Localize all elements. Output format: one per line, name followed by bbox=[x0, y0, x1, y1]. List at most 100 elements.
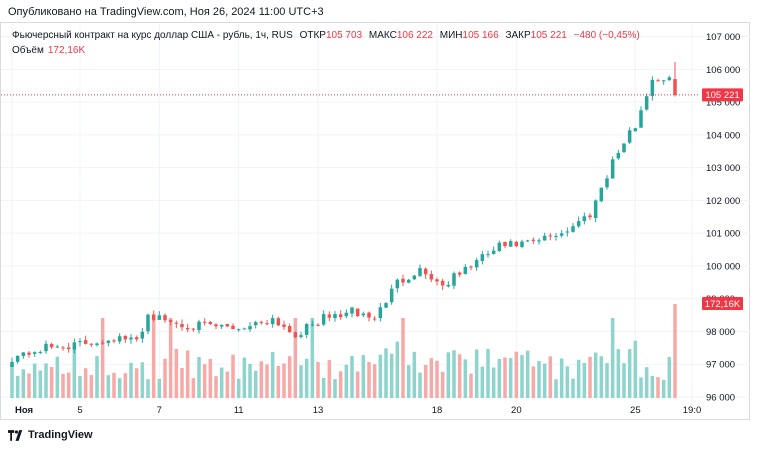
candle-body bbox=[265, 323, 269, 325]
volume-bar bbox=[293, 318, 298, 398]
volume-bar bbox=[15, 375, 20, 398]
candle-body bbox=[310, 324, 315, 326]
volume-bars bbox=[10, 304, 677, 398]
volume-bar bbox=[650, 376, 655, 398]
legend-low-label: МИН bbox=[439, 30, 463, 41]
candle-body bbox=[236, 329, 241, 331]
candle-body bbox=[55, 346, 60, 348]
candle-body bbox=[644, 96, 649, 110]
volume-bar bbox=[112, 372, 116, 398]
candle-body bbox=[423, 268, 428, 275]
volume-bar bbox=[83, 368, 88, 398]
candle-body bbox=[27, 352, 31, 355]
volume-bar bbox=[191, 378, 196, 398]
volume-bar bbox=[225, 371, 230, 398]
x-tick-label: 13 bbox=[313, 405, 324, 416]
volume-bar bbox=[89, 375, 94, 398]
candle-body bbox=[293, 332, 298, 338]
volume-bar bbox=[406, 365, 411, 398]
candle-body bbox=[202, 321, 207, 323]
candle-body bbox=[491, 250, 496, 254]
volume-bar bbox=[310, 318, 315, 398]
volume-bar bbox=[100, 318, 105, 398]
volume-bar bbox=[259, 361, 264, 398]
volume-bar bbox=[361, 355, 366, 398]
volume-bar bbox=[282, 363, 286, 398]
candle-body bbox=[435, 279, 439, 282]
candle-body bbox=[656, 80, 660, 82]
volume-bar bbox=[117, 378, 122, 398]
candle-body bbox=[197, 321, 201, 331]
svg-text:172,16K: 172,16K bbox=[705, 299, 741, 310]
candle-body bbox=[112, 340, 116, 342]
candle-body bbox=[361, 313, 366, 316]
volume-bar bbox=[202, 364, 207, 398]
price-badge: 105 221 bbox=[702, 88, 743, 102]
candle-body bbox=[276, 318, 281, 326]
volume-bar bbox=[78, 376, 82, 398]
candle-body bbox=[140, 331, 145, 339]
volume-bar bbox=[32, 363, 37, 398]
candle-body bbox=[146, 314, 150, 332]
volume-bar bbox=[582, 362, 587, 398]
legend-low-value: 105 166 bbox=[462, 30, 499, 41]
volume-bar bbox=[554, 379, 558, 398]
candle-body bbox=[163, 315, 167, 321]
volume-bar bbox=[208, 358, 213, 398]
candle-body bbox=[180, 324, 184, 328]
candle-body bbox=[327, 314, 332, 318]
volume-bar bbox=[418, 372, 422, 398]
volume-bar bbox=[656, 377, 660, 398]
volume-bar bbox=[412, 351, 417, 398]
volume-bar bbox=[525, 350, 530, 398]
y-tick-label: 98 000 bbox=[706, 327, 735, 338]
candle-body bbox=[185, 328, 190, 330]
x-axis: Ноя 5 7 11 13 18 20 25 19:0 bbox=[15, 405, 701, 416]
candle-body bbox=[38, 352, 43, 354]
volume-bar bbox=[616, 349, 621, 398]
volume-bar bbox=[168, 318, 173, 398]
candle-body bbox=[469, 266, 473, 268]
candle-body bbox=[10, 361, 14, 367]
volume-bar bbox=[384, 348, 388, 398]
volume-bar bbox=[401, 318, 405, 398]
svg-text:105 221: 105 221 bbox=[705, 90, 739, 101]
candle-body bbox=[593, 200, 598, 219]
volume-bar bbox=[180, 368, 184, 398]
candle-body bbox=[72, 342, 77, 350]
volume-bar bbox=[576, 359, 581, 398]
volume-bar bbox=[440, 371, 445, 398]
candle-body bbox=[134, 337, 139, 340]
grid bbox=[1, 23, 750, 401]
x-tick-label: 11 bbox=[234, 405, 244, 416]
candle-body bbox=[508, 241, 513, 247]
volume-bar bbox=[667, 357, 672, 398]
candle-body bbox=[321, 314, 326, 325]
legend-change: −480 (−0,45%) bbox=[573, 30, 640, 41]
chart-legend: Фьючерсный контракт на курс доллар США -… bbox=[12, 30, 640, 41]
candle-body bbox=[457, 272, 462, 275]
volume-bar bbox=[134, 368, 139, 398]
volume-bar bbox=[140, 362, 145, 398]
footer-brand: TradingView bbox=[28, 429, 93, 441]
volume-bar bbox=[55, 356, 60, 398]
volume-bar bbox=[565, 366, 570, 398]
volume-bar bbox=[514, 351, 519, 398]
candle-body bbox=[633, 128, 638, 132]
volume-bar bbox=[599, 356, 604, 398]
candle-body bbox=[333, 314, 337, 319]
candle-body bbox=[242, 328, 247, 330]
candle-body bbox=[571, 226, 575, 232]
candle-body bbox=[304, 324, 309, 335]
candle-body bbox=[406, 279, 411, 283]
chart-frame[interactable] bbox=[0, 22, 750, 420]
candle-body bbox=[418, 268, 422, 276]
volume-bar bbox=[435, 360, 439, 398]
candle-body bbox=[452, 273, 456, 286]
candle-body bbox=[486, 254, 490, 256]
volume-bar bbox=[242, 357, 247, 398]
volume-bar bbox=[333, 379, 337, 398]
candle-body bbox=[378, 307, 383, 319]
candle-body bbox=[531, 239, 536, 241]
